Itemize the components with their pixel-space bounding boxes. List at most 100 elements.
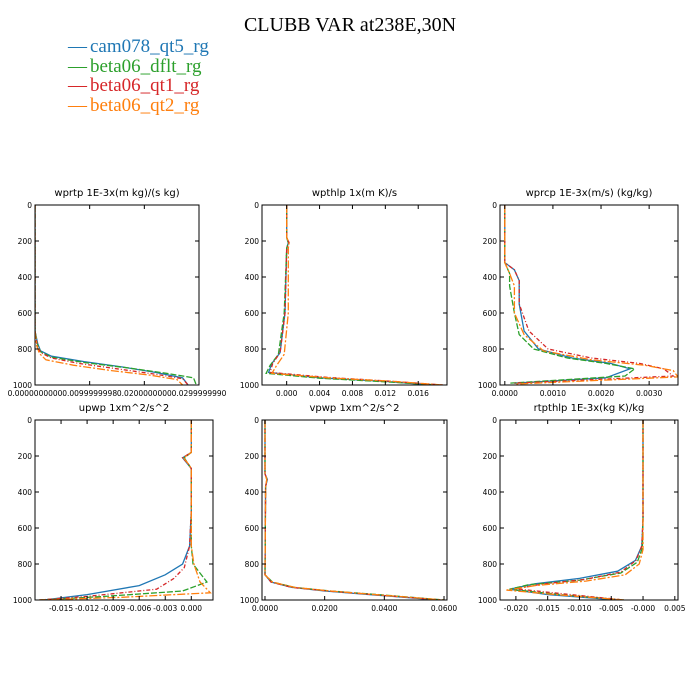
- x-tick-label: 0.0000: [492, 389, 518, 398]
- y-tick-label: 0: [254, 416, 259, 425]
- y-tick-label: 200: [483, 237, 498, 246]
- panel-title: rtpthlp 1E-3x(kg K)/kg: [534, 403, 645, 414]
- y-tick-label: 400: [245, 488, 260, 497]
- y-tick-label: 200: [18, 237, 33, 246]
- y-tick-label: 400: [483, 488, 498, 497]
- y-tick-label: 0: [27, 416, 32, 425]
- series-line-beta06_qt2_rg: [264, 420, 445, 600]
- y-tick-label: 400: [245, 273, 260, 282]
- legend-label: beta06_qt2_rg: [90, 94, 200, 116]
- y-tick-label: 1000: [478, 381, 497, 390]
- y-tick-label: 800: [483, 560, 498, 569]
- y-tick-label: 1000: [478, 596, 497, 605]
- legend-line-icon: —: [68, 55, 87, 77]
- y-tick-label: 600: [18, 524, 33, 533]
- x-tick-label: 0.000: [276, 389, 298, 398]
- x-tick-label: 0.012: [375, 389, 397, 398]
- y-tick-label: 400: [18, 488, 33, 497]
- x-tick-label: -0.015: [49, 604, 73, 613]
- legend-line-icon: —: [68, 36, 87, 57]
- panel-title: vpwp 1xm^2/s^2: [309, 403, 399, 414]
- series-line-cam078_qt5_rg: [35, 205, 189, 385]
- x-tick-label: 0.0000: [252, 604, 278, 613]
- y-tick-label: 200: [18, 452, 33, 461]
- series-line-beta06_qt1_rg: [269, 205, 443, 385]
- y-tick-label: 400: [483, 273, 498, 282]
- legend: — cam078_qt5_rg — beta06_dflt_rg — beta06_q…: [68, 37, 209, 115]
- legend-line-icon: —: [68, 94, 87, 116]
- legend-label: beta06_dflt_rg: [90, 55, 202, 77]
- y-tick-label: 1000: [13, 381, 32, 390]
- y-tick-label: 1000: [13, 596, 32, 605]
- y-tick-label: 200: [245, 452, 260, 461]
- legend-item-cam078-qt5-rg: — cam078_qt5_rg: [68, 37, 209, 57]
- x-tick-label: 0.008: [342, 389, 364, 398]
- chart-panel-6: rtpthlp 1E-3x(kg K)/kg02004006008001000-…: [478, 403, 686, 613]
- y-tick-label: 600: [483, 309, 498, 318]
- x-tick-label: -0.010: [567, 604, 591, 613]
- chart-panel-3: wprcp 1E-3x(m/s) (kg/kg) 0 200 400 600 800 100…: [478, 188, 679, 398]
- y-tick-label: 200: [483, 452, 498, 461]
- x-tick-label: 0.0010: [540, 389, 566, 398]
- legend-item-beta06-dflt-rg: — beta06_dflt_rg: [68, 55, 209, 77]
- panel-title: wprcp 1E-3x(m/s) (kg/kg): [526, 188, 653, 199]
- series-line-beta06_qt2_rg: [35, 205, 184, 385]
- panel-frame: [499, 419, 679, 601]
- panel-frame: [261, 419, 448, 601]
- x-tick-label: -0.000: [631, 604, 655, 613]
- series-line-beta06_qt1_rg: [264, 420, 442, 600]
- series-line-beta06_qt2_rg: [39, 420, 212, 600]
- x-tick-label: -0.006: [127, 604, 151, 613]
- series-line-beta06_qt1_rg: [515, 420, 644, 600]
- legend-label: beta06_qt1_rg: [90, 75, 200, 96]
- panel-frame: [34, 204, 200, 386]
- series-line-cam078_qt5_rg: [504, 205, 632, 384]
- x-tick-label: -0.020: [504, 604, 528, 613]
- legend-item-beta06-qt1-rg: — beta06_qt1_rg: [68, 76, 209, 96]
- x-tick-label: 0.0099999998: [62, 389, 117, 398]
- y-tick-label: 800: [18, 345, 33, 354]
- chart-panel-2: wpthlp 1x(m K)/s 0 200 400 600 800 1000 0.000 0.…: [240, 188, 448, 398]
- y-tick-label: 800: [483, 345, 498, 354]
- x-tick-label: 0.0600: [431, 604, 457, 613]
- series-line-beta06_qt2_rg: [270, 205, 443, 385]
- panel-frame: [499, 204, 679, 386]
- x-tick-label: -0.009: [101, 604, 125, 613]
- x-tick-label: 0.005: [664, 604, 686, 613]
- legend-line-icon: —: [68, 75, 87, 96]
- series-line-beta06_dflt_rg: [509, 420, 644, 600]
- series-line-beta06_qt1_rg: [504, 205, 676, 384]
- y-tick-label: 800: [245, 345, 260, 354]
- y-tick-label: 600: [245, 309, 260, 318]
- legend-label: cam078_qt5_rg: [90, 36, 209, 57]
- panel-title: wpthlp 1x(m K)/s: [312, 188, 397, 199]
- x-tick-label: -0.003: [153, 604, 177, 613]
- y-tick-label: 600: [18, 309, 33, 318]
- x-tick-label: 0.000: [181, 604, 203, 613]
- y-tick-label: 0: [492, 416, 497, 425]
- y-tick-label: 0: [492, 201, 497, 210]
- y-tick-label: 800: [245, 560, 260, 569]
- y-tick-label: 0: [254, 201, 259, 210]
- panel-title: upwp 1xm^2/s^2: [79, 403, 169, 414]
- series-line-cam078_qt5_rg: [509, 420, 644, 600]
- series-line-beta06_qt1_rg: [35, 205, 189, 385]
- y-tick-label: 800: [18, 560, 33, 569]
- y-tick-label: 1000: [240, 381, 259, 390]
- x-tick-label: -0.012: [75, 604, 99, 613]
- panel-frame: [34, 419, 214, 601]
- series-line-beta06_dflt_rg: [264, 420, 445, 600]
- series-line-beta06_dflt_rg: [504, 205, 637, 384]
- series-line-beta06_qt2_rg: [506, 420, 644, 600]
- panel-title: wprtp 1E-3x(m kg)/(s kg): [54, 188, 179, 199]
- x-tick-label: 0.0200: [312, 604, 338, 613]
- series-line-cam078_qt5_rg: [264, 420, 439, 600]
- chart-panel-1: wprtp 1E-3x(m kg)/(s kg) 0 200 400 600 800 100…: [8, 188, 227, 398]
- x-tick-label: 0.0400: [371, 604, 397, 613]
- x-tick-label: 0.004: [309, 389, 331, 398]
- x-tick-label: 0.016: [407, 389, 429, 398]
- x-tick-label: -0.015: [536, 604, 560, 613]
- series-line-cam078_qt5_rg: [267, 205, 431, 385]
